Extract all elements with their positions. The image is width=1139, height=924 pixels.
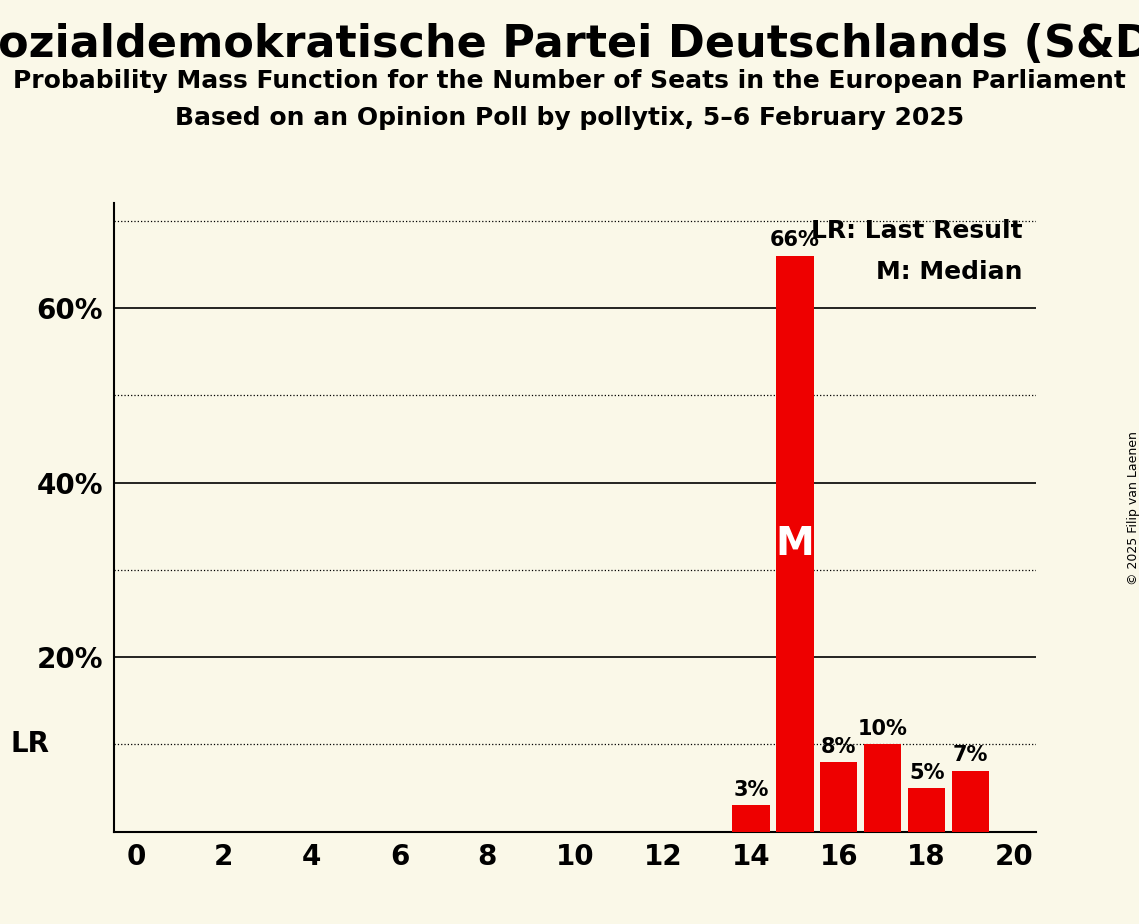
Text: Based on an Opinion Poll by pollytix, 5–6 February 2025: Based on an Opinion Poll by pollytix, 5–… [175,106,964,130]
Text: © 2025 Filip van Laenen: © 2025 Filip van Laenen [1126,432,1139,585]
Bar [732,806,770,832]
Text: 5%: 5% [909,762,944,783]
Text: 3%: 3% [734,780,769,800]
Text: 7%: 7% [953,746,989,765]
Text: 10%: 10% [858,719,908,739]
Text: 8%: 8% [821,736,857,757]
Bar [865,745,901,832]
Text: M: M [776,525,814,563]
Bar [820,761,858,832]
Bar [776,256,813,832]
Text: 66%: 66% [770,230,820,250]
Bar [908,788,945,832]
Text: LR: LR [10,730,49,759]
Text: M: Median: M: Median [876,260,1023,284]
Bar [952,771,990,832]
Text: LR: Last Result: LR: Last Result [811,219,1023,243]
Text: Sozialdemokratische Partei Deutschlands (S&D): Sozialdemokratische Partei Deutschlands … [0,23,1139,67]
Text: Probability Mass Function for the Number of Seats in the European Parliament: Probability Mass Function for the Number… [13,69,1126,93]
